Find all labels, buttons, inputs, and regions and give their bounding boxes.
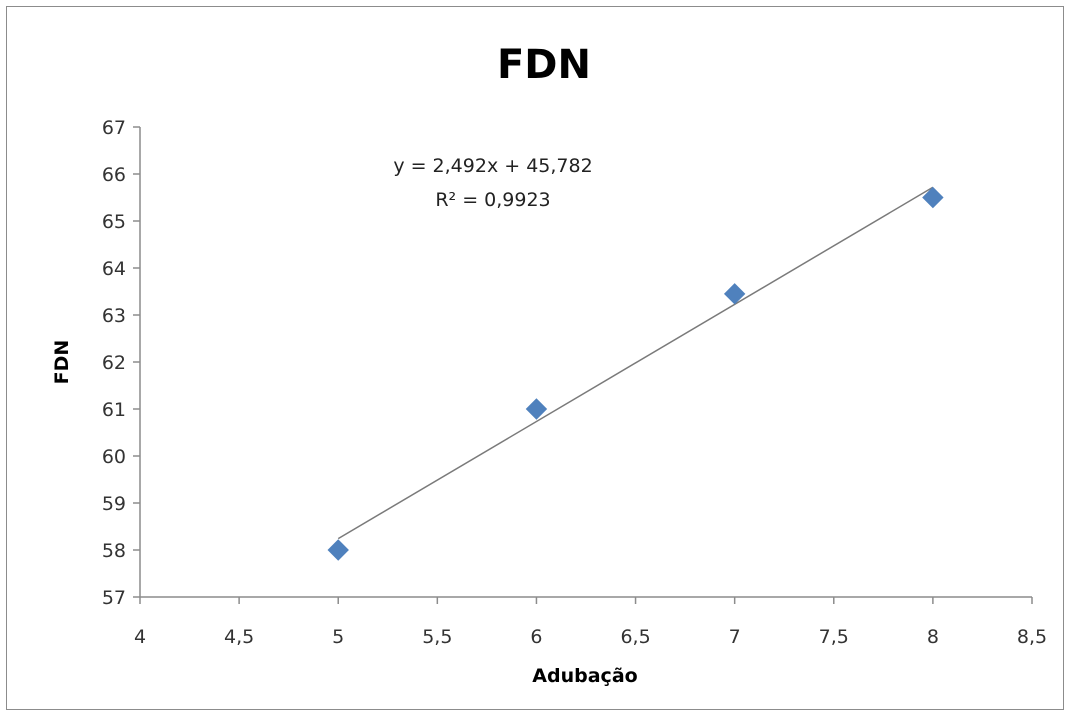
y-tick-label: 65 [102, 211, 126, 233]
data-point [922, 186, 944, 209]
y-tick-label: 58 [102, 540, 126, 562]
data-point [327, 539, 349, 561]
x-tick-label: 8 [927, 626, 939, 648]
y-tick-label: 57 [102, 587, 126, 609]
trendline [337, 186, 934, 540]
y-tick-label: 64 [102, 258, 126, 280]
x-axis-title: Adubação [532, 665, 637, 687]
x-tick-label: 4,5 [224, 626, 254, 648]
y-tick-label: 63 [102, 305, 126, 327]
trendline-r-squared: R² = 0,9923 [435, 189, 550, 211]
chart-title: FDN [497, 42, 591, 88]
y-tick-label: 67 [102, 117, 126, 139]
y-axis-title: FDN [51, 340, 73, 385]
y-tick-label: 60 [102, 446, 126, 468]
y-tick-label: 61 [102, 399, 126, 421]
chart-frame [6, 6, 1064, 710]
x-tick-label: 7,5 [819, 626, 849, 648]
points-layer [327, 186, 944, 561]
trendline-layer [337, 186, 934, 540]
x-tick-label: 7 [729, 626, 741, 648]
x-tick-label: 6,5 [620, 626, 650, 648]
trendline-equation: y = 2,492x + 45,782 [393, 155, 592, 177]
axes: 57 58 59 60 61 62 63 64 65 66 67 4 4,5 5 5,5 6 6,5 7 7,5 8 8… [102, 117, 1047, 648]
x-tick-label: 5,5 [422, 626, 452, 648]
x-tick-label: 6 [530, 626, 542, 648]
x-tick-label: 8,5 [1017, 626, 1047, 648]
data-point [525, 398, 548, 420]
y-tick-label: 59 [102, 493, 126, 515]
y-tick-label: 62 [102, 352, 126, 374]
x-tick-label: 4 [134, 626, 146, 648]
x-tick-label: 5 [332, 626, 344, 648]
y-tick-label: 66 [102, 164, 126, 186]
data-point [723, 283, 746, 305]
